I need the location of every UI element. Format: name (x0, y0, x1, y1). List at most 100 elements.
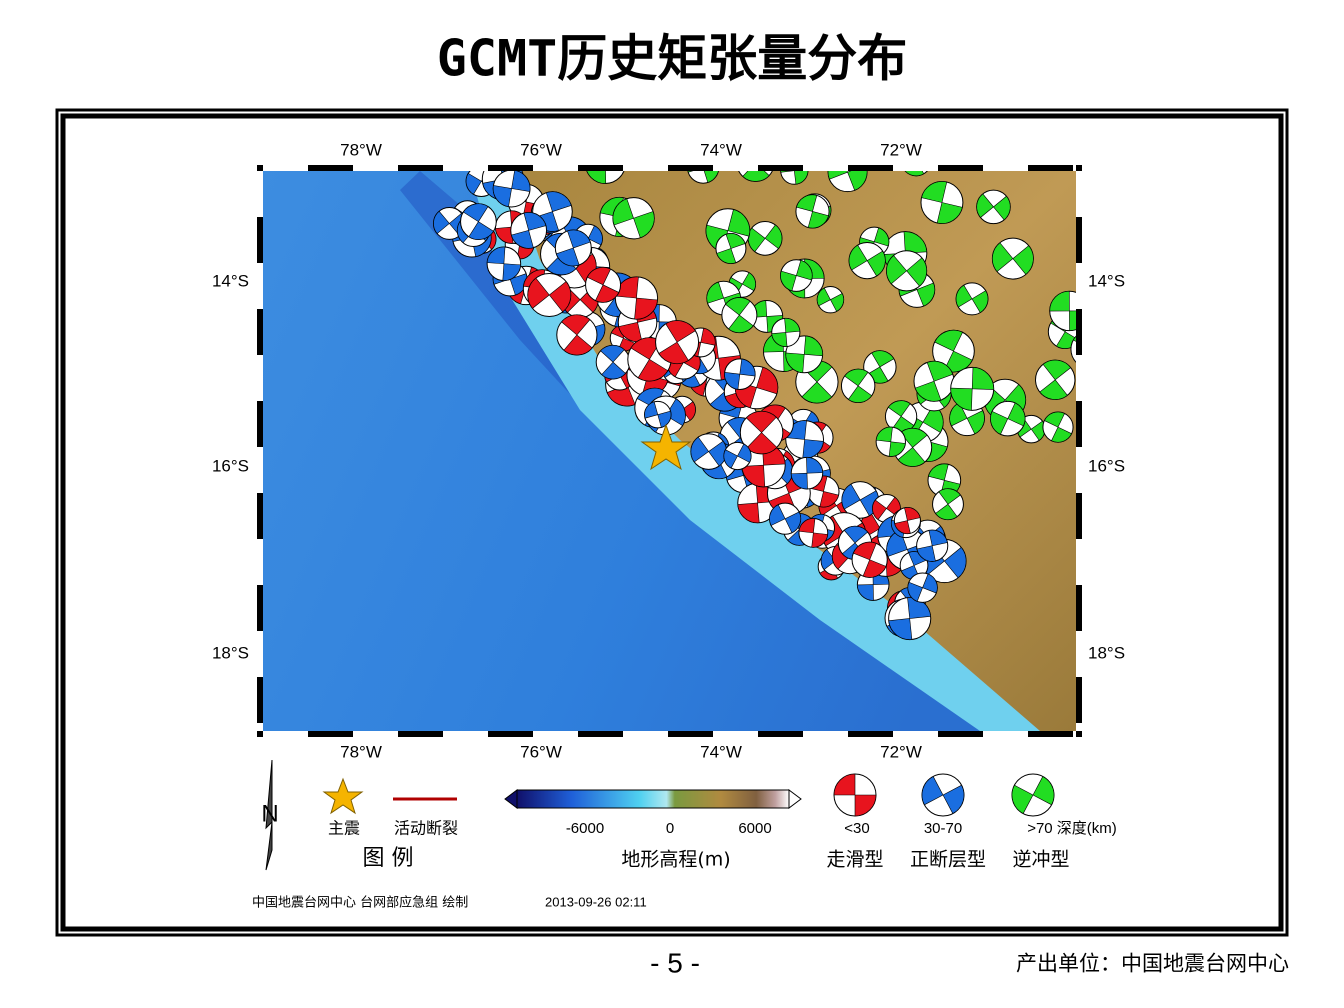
focal-quadrant (904, 507, 921, 521)
mechanism-type: 走滑型 (826, 849, 883, 871)
focal-quadrant (600, 345, 625, 363)
focal-mechanism (655, 320, 700, 365)
frame-tick (398, 165, 443, 171)
focal-mechanism (884, 400, 918, 433)
frame-tick (668, 165, 713, 171)
focal-mechanism (595, 344, 631, 380)
focal-quadrant (790, 472, 808, 490)
focal-quadrant (928, 529, 948, 547)
focal-quadrant (586, 171, 607, 184)
focal-quadrant (1032, 776, 1055, 806)
focal-quadrant (832, 544, 851, 570)
frame-tick (578, 731, 623, 737)
frame-tick (257, 401, 263, 447)
focal-quadrant (1039, 379, 1068, 400)
frame-tick (257, 585, 263, 631)
focal-quadrant (644, 401, 659, 419)
focal-mechanism (723, 441, 752, 471)
frame-tick (1028, 731, 1073, 737)
focal-quadrant (780, 171, 795, 173)
focal-quadrant (511, 171, 531, 192)
focal-quadrant (936, 202, 963, 224)
focal-quadrant (934, 330, 963, 352)
focal-quadrant (706, 281, 725, 304)
frame-tick (257, 539, 263, 585)
focal-quadrant (806, 457, 824, 474)
focal-mechanism (785, 420, 825, 459)
focal-quadrant (811, 532, 828, 548)
colorbar-tick: -6000 (566, 820, 604, 837)
focal-circle (1070, 335, 1076, 363)
focal-quadrant (587, 225, 603, 246)
focal-quadrant (1081, 349, 1107, 368)
frame-tick (578, 165, 623, 171)
focal-mechanism (920, 181, 964, 224)
focal-mechanism (932, 329, 975, 373)
focal-mechanism (739, 410, 784, 455)
focal-mechanism (790, 456, 824, 490)
frame-tick (1076, 493, 1082, 539)
focal-quadrant (803, 335, 823, 357)
frame-tick (308, 165, 353, 171)
focal-quadrant (843, 526, 869, 544)
focal-mechanism (724, 358, 756, 390)
focal-mechanism (893, 506, 921, 535)
focal-quadrant (976, 193, 994, 218)
frame-tick (533, 165, 578, 171)
focal-quadrant (841, 483, 861, 510)
mechanism-type: 逆冲型 (1012, 849, 1069, 871)
colorbar-end (788, 789, 802, 809)
focal-quadrant (942, 784, 965, 814)
focal-mechanism (875, 426, 906, 457)
focal-quadrant (634, 297, 658, 320)
focal-mechanism (1011, 773, 1055, 817)
focal-quadrant (462, 203, 489, 223)
focal-quadrant (916, 545, 936, 562)
focal-quadrant (922, 573, 938, 594)
frame-tick (1076, 631, 1082, 677)
focal-quadrant (545, 191, 572, 212)
frame-tick (1076, 401, 1082, 447)
colorbar-end (504, 789, 518, 809)
focal-quadrant (875, 426, 893, 443)
mechanism-type: 正断层型 (910, 849, 986, 871)
focal-quadrant (633, 211, 655, 239)
frame-tick (1073, 731, 1076, 737)
focal-quadrant (563, 334, 593, 356)
focal-quadrant (914, 380, 942, 402)
focal-quadrant (894, 520, 911, 534)
focal-quadrant (833, 773, 856, 796)
focal-mechanism (888, 596, 932, 641)
focal-quadrant (820, 549, 836, 571)
focal-quadrant (595, 284, 620, 303)
frame-tick (257, 493, 263, 539)
focal-quadrant (928, 463, 949, 481)
focal-quadrant (857, 584, 874, 601)
focal-quadrant (741, 272, 756, 292)
focal-quadrant (780, 270, 797, 292)
focal-mechanism (785, 335, 824, 374)
focal-quadrant (492, 185, 512, 208)
legend-label: 主震 (328, 819, 360, 838)
focal-mechanism (913, 360, 955, 402)
focal-quadrant (784, 511, 801, 534)
focal-quadrant (866, 250, 886, 277)
focal-quadrant (546, 253, 577, 276)
frame-tick (257, 355, 263, 401)
focal-quadrant (601, 361, 626, 380)
focal-mechanism (460, 203, 497, 241)
frame-tick (983, 731, 1028, 737)
focal-quadrant (561, 314, 591, 336)
depth-label: 30-70 (924, 820, 962, 837)
focal-mechanism (886, 250, 928, 292)
focal-mechanism (907, 572, 938, 603)
focal-mechanism (840, 368, 876, 404)
frame-tick (758, 731, 803, 737)
focal-quadrant (728, 314, 754, 333)
focal-mechanism (780, 171, 809, 185)
focal-quadrant (944, 546, 967, 579)
inner-frame (60, 113, 1284, 932)
focal-quadrant (921, 181, 948, 203)
focal-quadrant (502, 263, 521, 281)
focal-quadrant (906, 257, 927, 287)
